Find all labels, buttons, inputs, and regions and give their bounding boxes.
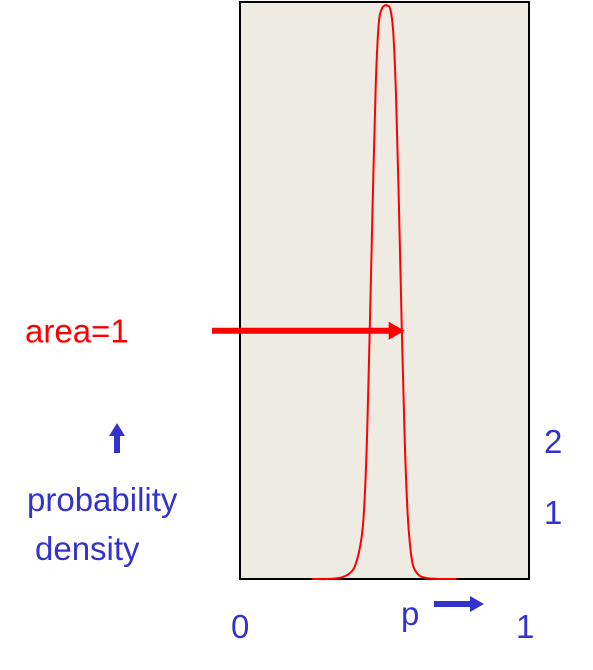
y-up-arrow-icon (109, 423, 125, 453)
x-tick-label-min: 0 (231, 608, 249, 645)
y-tick-label-2: 2 (544, 423, 562, 460)
x-tick-label-max: 1 (516, 608, 534, 645)
x-right-arrow-icon (434, 596, 484, 612)
area-arrow-head (388, 321, 405, 340)
x-axis-label: p (401, 595, 419, 632)
y-axis-label-line1: probability (27, 481, 178, 518)
plot-area (239, 1, 530, 580)
y-tick-label-1: 1 (544, 494, 562, 531)
density-curve (312, 4, 457, 581)
area-annotation: area=1 (25, 313, 129, 350)
y-axis-label-line2: density (35, 530, 140, 567)
